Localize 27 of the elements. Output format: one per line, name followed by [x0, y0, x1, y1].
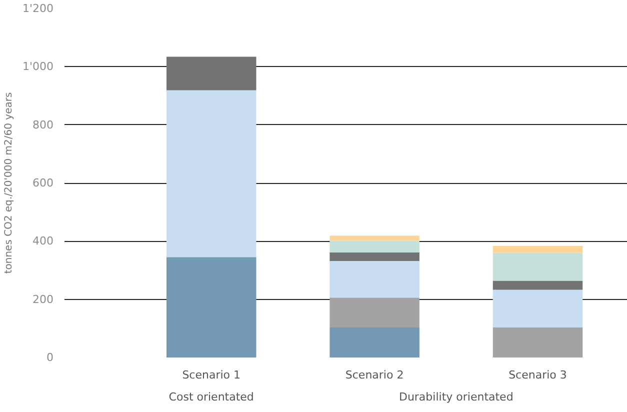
bar: [492, 328, 583, 358]
bar: [330, 298, 420, 328]
bar: [492, 290, 583, 328]
bar: [492, 252, 583, 281]
text: Durability orientated: [398, 390, 514, 404]
text: Cost orientated: [168, 390, 254, 404]
bar: [330, 252, 420, 261]
bar: [492, 246, 583, 253]
y-tick-label: 1'200: [22, 2, 54, 15]
y-tick-label: 800: [32, 118, 54, 132]
y-tick-label: 400: [32, 234, 54, 248]
bar: [330, 236, 420, 241]
bar: [330, 328, 420, 358]
y-tick-label: 0: [46, 351, 54, 364]
x-tick-label: Scenario 3: [508, 368, 567, 382]
bar: [166, 257, 256, 358]
bar: [492, 280, 583, 290]
x-tick-label: Scenario 1: [182, 368, 241, 382]
bar: [330, 240, 420, 253]
bar: [166, 56, 256, 90]
y-axis-title: tonnes CO2 eq./20'000 m2/60 years: [3, 92, 14, 274]
bar: [330, 260, 420, 298]
y-tick-label: 1'000: [22, 60, 54, 74]
y-tick-label: 600: [32, 176, 54, 190]
y-tick-label: 200: [32, 292, 54, 306]
bar: [166, 90, 256, 258]
x-tick-label: Scenario 2: [345, 368, 404, 382]
